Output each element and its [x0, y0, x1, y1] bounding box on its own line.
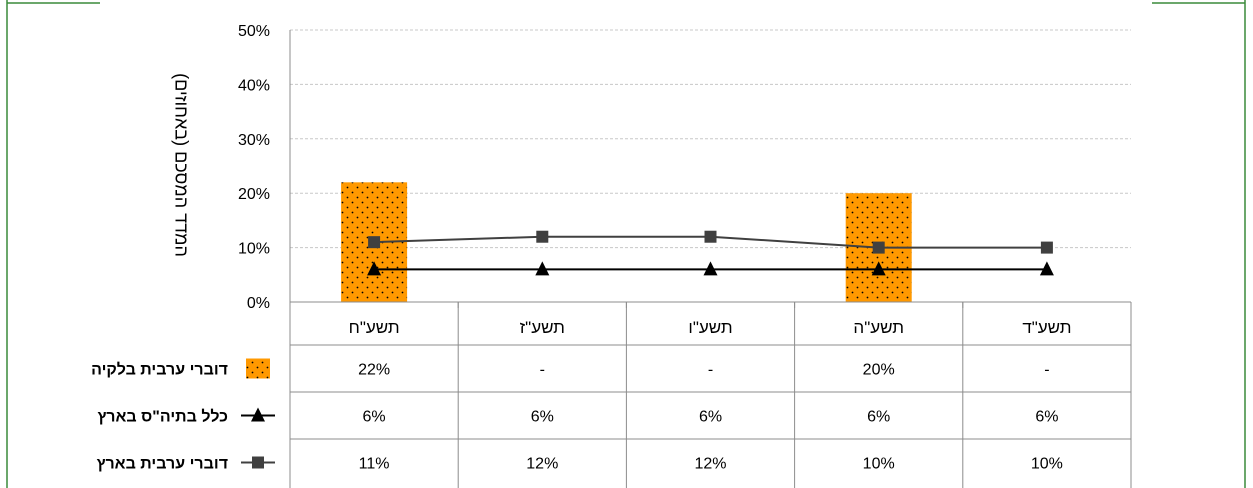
table-cell: 6% — [699, 409, 722, 426]
gridlines — [290, 29, 1131, 249]
legend-key-marker — [252, 456, 264, 469]
data-table: - 20% - - 22% דוברי ערבית בלקיה 6% 6% 6% 6% 6% כלל … — [91, 302, 1132, 488]
y-tick-label: 40% — [238, 77, 270, 94]
category-label-2: תשע"ו — [688, 318, 732, 337]
series-point-0-4 — [367, 261, 382, 276]
table-cell: - — [708, 362, 713, 379]
category-label-3: תשע"ז — [520, 318, 565, 337]
legend-key-marker — [251, 407, 265, 422]
series-point-1-4 — [368, 236, 381, 249]
category-label-0: תשע"ד — [1022, 318, 1071, 337]
table-cell: 12% — [526, 456, 558, 473]
series-point-0-3 — [535, 261, 550, 276]
table-cell: 6% — [363, 409, 386, 426]
table-cell: 11% — [359, 456, 390, 473]
table-cell: 10% — [863, 456, 895, 473]
y-tick-label: 20% — [238, 186, 270, 203]
table-cell: - — [540, 362, 545, 379]
category-label-4: תשע"ח — [349, 318, 400, 337]
series-point-1-0 — [1040, 241, 1053, 254]
series-point-0-1 — [871, 261, 886, 276]
bar-series — [341, 182, 912, 302]
category-label-1: תשע"ה — [853, 318, 904, 337]
series-point-1-3 — [536, 230, 549, 243]
table-cell: 12% — [694, 456, 726, 473]
table-cell: 10% — [1031, 456, 1063, 473]
axes: 0% 10% 20% 30% 40% 50% תשע"ד תשע"ה תשע"ו תשע"ז תשע… — [238, 23, 1132, 337]
table-cell: 6% — [867, 409, 890, 426]
table-cell: 22% — [358, 362, 390, 379]
table-cell: 6% — [531, 409, 554, 426]
legend-label-0: דוברי ערבית בלקיה — [91, 361, 228, 379]
legend-label-1: כלל בתיה"ס בארץ — [97, 408, 228, 426]
legend-key-bar — [246, 358, 270, 379]
series-point-1-2 — [704, 230, 717, 243]
y-tick-label: 50% — [238, 23, 270, 40]
legend-label-2: דוברי ערבית בארץ — [97, 456, 228, 473]
table-cell: 6% — [1035, 409, 1058, 426]
series-point-0-2 — [703, 261, 718, 276]
y-tick-label: 10% — [238, 241, 270, 258]
table-cell: - — [1044, 362, 1049, 379]
line-series — [367, 230, 1054, 276]
y-tick-label: 0% — [247, 295, 270, 312]
table-cell: 20% — [863, 362, 895, 379]
y-tick-label: 30% — [238, 132, 270, 149]
series-point-1-1 — [872, 241, 885, 254]
series-point-0-0 — [1039, 261, 1054, 276]
y-axis-label: המדד המסכם (באחוזים) — [171, 73, 191, 257]
